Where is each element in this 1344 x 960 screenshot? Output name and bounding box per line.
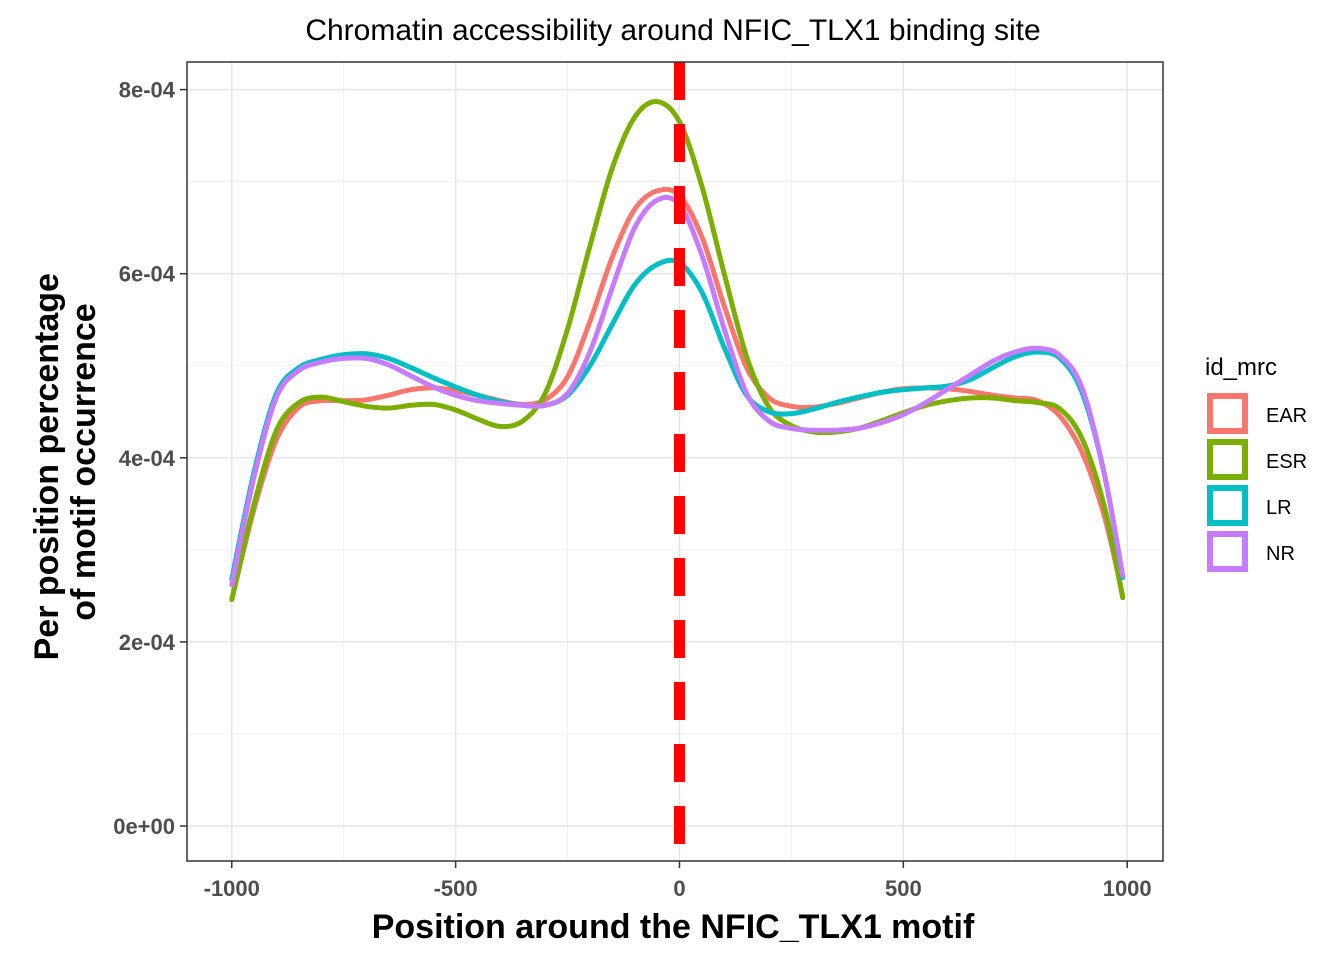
legend-key-esr (1207, 439, 1248, 480)
x-axis: -1000 -500 0 500 1000 (204, 861, 1152, 901)
legend-title: id_mrc (1205, 354, 1277, 381)
legend-key-lr (1207, 485, 1248, 526)
legend: id_mrc EAR ESR LR NR (1205, 354, 1307, 572)
x-tick-label: 1000 (1103, 876, 1152, 901)
legend-key-ear (1207, 393, 1248, 434)
y-axis-title: Per position percentage of motif occurre… (28, 264, 103, 661)
legend-items: EAR ESR LR NR (1207, 393, 1307, 572)
y-axis-title-line-1: Per position percentage (28, 273, 66, 660)
series-line-esr (229, 99, 1126, 603)
y-tick-label: 4e-04 (119, 446, 176, 471)
plot-panel (186, 61, 1164, 862)
y-tick-label: 8e-04 (119, 78, 176, 103)
legend-label-lr: LR (1266, 497, 1292, 519)
chart-title: Chromatin accessibility around NFIC_TLX1… (305, 14, 1040, 47)
legend-label-esr: ESR (1266, 451, 1307, 473)
x-axis-title: Position around the NFIC_TLX1 motif (372, 908, 975, 946)
x-tick-label: -1000 (204, 876, 260, 901)
x-tick-label: 0 (673, 876, 685, 901)
y-axis: 0e+00 2e-04 4e-04 6e-04 8e-04 (113, 78, 187, 839)
legend-label-nr: NR (1266, 543, 1295, 565)
legend-label-ear: EAR (1266, 405, 1307, 427)
x-tick-label: 500 (885, 876, 922, 901)
x-tick-label: -500 (434, 876, 478, 901)
y-tick-label: 0e+00 (113, 814, 175, 839)
y-tick-label: 6e-04 (119, 262, 176, 287)
y-axis-title-line-2: of motif occurrence (65, 303, 103, 620)
legend-key-nr (1207, 531, 1248, 572)
panel-border (186, 61, 1164, 862)
y-tick-label: 2e-04 (119, 630, 176, 655)
